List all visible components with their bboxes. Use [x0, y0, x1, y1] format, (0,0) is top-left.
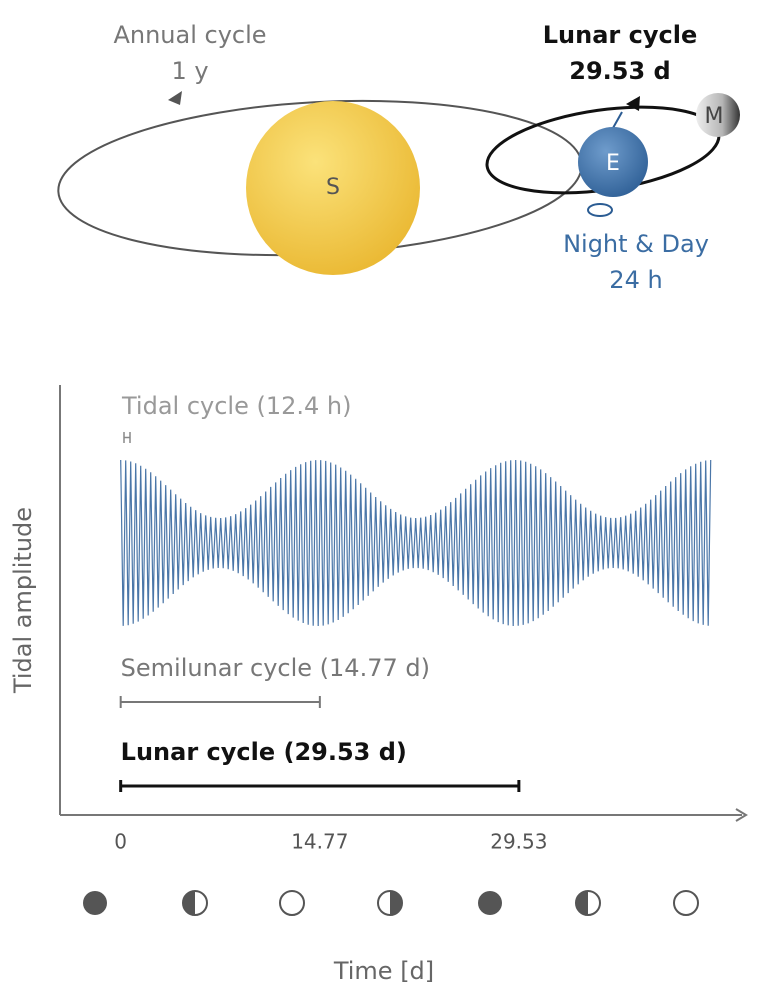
- interval-label: Semilunar cycle (14.77 d): [121, 654, 430, 682]
- moon-phases: [83, 890, 699, 916]
- lunar-arrow: [626, 96, 640, 111]
- sun: [246, 101, 420, 275]
- earth: [578, 127, 648, 197]
- phase-new: [478, 891, 502, 915]
- sun-label: S: [326, 175, 340, 200]
- chart-title: Tidal cycle (12.4 h): [121, 392, 352, 420]
- annual-period: 1 y: [171, 57, 208, 85]
- x-axis-arrow: [735, 808, 748, 822]
- phase-new: [83, 891, 107, 915]
- phase-shade: [576, 891, 588, 915]
- y-label: Tidal amplitude: [9, 507, 37, 694]
- interval-label: Lunar cycle (29.53 d): [121, 738, 407, 766]
- phase-shade: [183, 891, 195, 915]
- tidal-scale: [123, 432, 131, 443]
- tidal-wave: [120, 459, 712, 627]
- phase-full: [279, 890, 305, 916]
- earth-label: E: [606, 151, 620, 176]
- annual-label: Annual cycle: [113, 21, 266, 49]
- moon-label: M: [705, 104, 724, 129]
- moon: [696, 93, 740, 137]
- tidal-chart: Tidal cycle (12.4 h) Tidal amplitude Tim…: [9, 385, 748, 985]
- x-tick-label: 14.77: [291, 830, 348, 854]
- x-label: Time [d]: [333, 957, 434, 985]
- spin-icon: [587, 203, 613, 217]
- phase-full: [673, 890, 699, 916]
- night-day-label: Night & Day: [563, 230, 709, 258]
- x-tick-label: 29.53: [490, 830, 547, 854]
- orbit-arrow: [168, 91, 182, 105]
- earth-axis: [612, 111, 623, 129]
- night-day-period: 24 h: [609, 266, 662, 294]
- lunar-label: Lunar cycle: [543, 21, 697, 49]
- lunar-period: 29.53 d: [569, 57, 670, 85]
- x-tick-label: 0: [114, 830, 127, 854]
- phase-shade: [390, 891, 402, 915]
